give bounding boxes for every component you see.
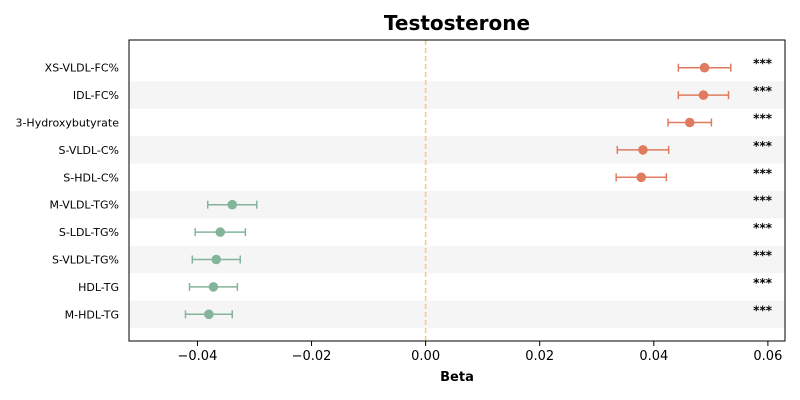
x-tick-label: 0.02 bbox=[525, 349, 554, 364]
estimate-mark bbox=[677, 90, 730, 100]
row-shade bbox=[129, 300, 785, 328]
significance-label: *** bbox=[753, 194, 773, 208]
y-tick-label: XS-VLDL-FC% bbox=[45, 62, 119, 75]
estimate-point bbox=[227, 199, 238, 210]
estimate-mark bbox=[184, 309, 233, 320]
significance-label: *** bbox=[753, 84, 773, 98]
data-marks-layer bbox=[184, 62, 732, 320]
estimate-point bbox=[204, 309, 214, 320]
y-tick-label: S-VLDL-C% bbox=[59, 144, 119, 157]
estimate-point bbox=[208, 282, 219, 292]
estimate-point bbox=[698, 90, 709, 100]
y-axis-labels: XS-VLDL-FC% IDL-FC% 3-Hydroxybutyrate S-VLD… bbox=[15, 62, 119, 322]
significance-label: *** bbox=[753, 276, 773, 290]
x-axis: −0.04 −0.02 0.00 0.02 0.04 0.06 bbox=[178, 341, 782, 364]
y-tick-label: M-HDL-TG bbox=[65, 308, 119, 321]
estimate-mark bbox=[188, 282, 239, 292]
y-tick-label: IDL-FC% bbox=[73, 89, 119, 102]
estimate-mark bbox=[206, 199, 258, 210]
significance-label: *** bbox=[753, 249, 773, 263]
estimate-mark bbox=[677, 62, 732, 73]
row-shading-layer bbox=[129, 81, 785, 328]
estimate-mark bbox=[667, 117, 713, 128]
x-tick-label: −0.02 bbox=[292, 349, 332, 364]
estimate-point bbox=[638, 145, 648, 155]
estimate-point bbox=[699, 62, 710, 73]
significance-label: *** bbox=[753, 166, 773, 180]
y-tick-label: S-LDL-TG% bbox=[59, 226, 119, 239]
y-tick-label: HDL-TG bbox=[78, 281, 119, 294]
estimate-point bbox=[211, 254, 222, 265]
y-tick-label: 3-Hydroxybutyrate bbox=[15, 117, 119, 130]
estimate-point bbox=[215, 227, 226, 237]
x-axis-label: Beta bbox=[440, 370, 474, 385]
significance-label: *** bbox=[753, 303, 773, 317]
estimate-mark bbox=[615, 172, 668, 183]
estimate-mark bbox=[194, 227, 247, 237]
plot-frame bbox=[128, 39, 786, 342]
y-tick-label: S-VLDL-TG% bbox=[52, 254, 119, 267]
significance-label: *** bbox=[753, 221, 773, 235]
estimate-mark bbox=[616, 145, 670, 155]
significance-label: *** bbox=[753, 57, 773, 71]
x-tick-label: 0.06 bbox=[753, 349, 782, 364]
x-tick-label: −0.04 bbox=[178, 349, 218, 364]
x-tick-label: 0.00 bbox=[411, 349, 440, 364]
significance-labels: *** *** *** *** *** *** *** *** *** *** bbox=[753, 57, 773, 318]
significance-label: *** bbox=[753, 139, 773, 153]
y-tick-label: M-VLDL-TG% bbox=[49, 199, 119, 212]
significance-label: *** bbox=[753, 112, 773, 126]
row-shade bbox=[129, 136, 785, 164]
estimate-point bbox=[684, 117, 695, 128]
row-shade bbox=[129, 81, 785, 109]
chart-title: Testosterone bbox=[384, 11, 530, 35]
x-tick-label: 0.04 bbox=[639, 349, 668, 364]
y-tick-label: S-HDL-C% bbox=[63, 171, 119, 184]
estimate-point bbox=[636, 172, 647, 183]
estimate-mark bbox=[191, 254, 241, 265]
